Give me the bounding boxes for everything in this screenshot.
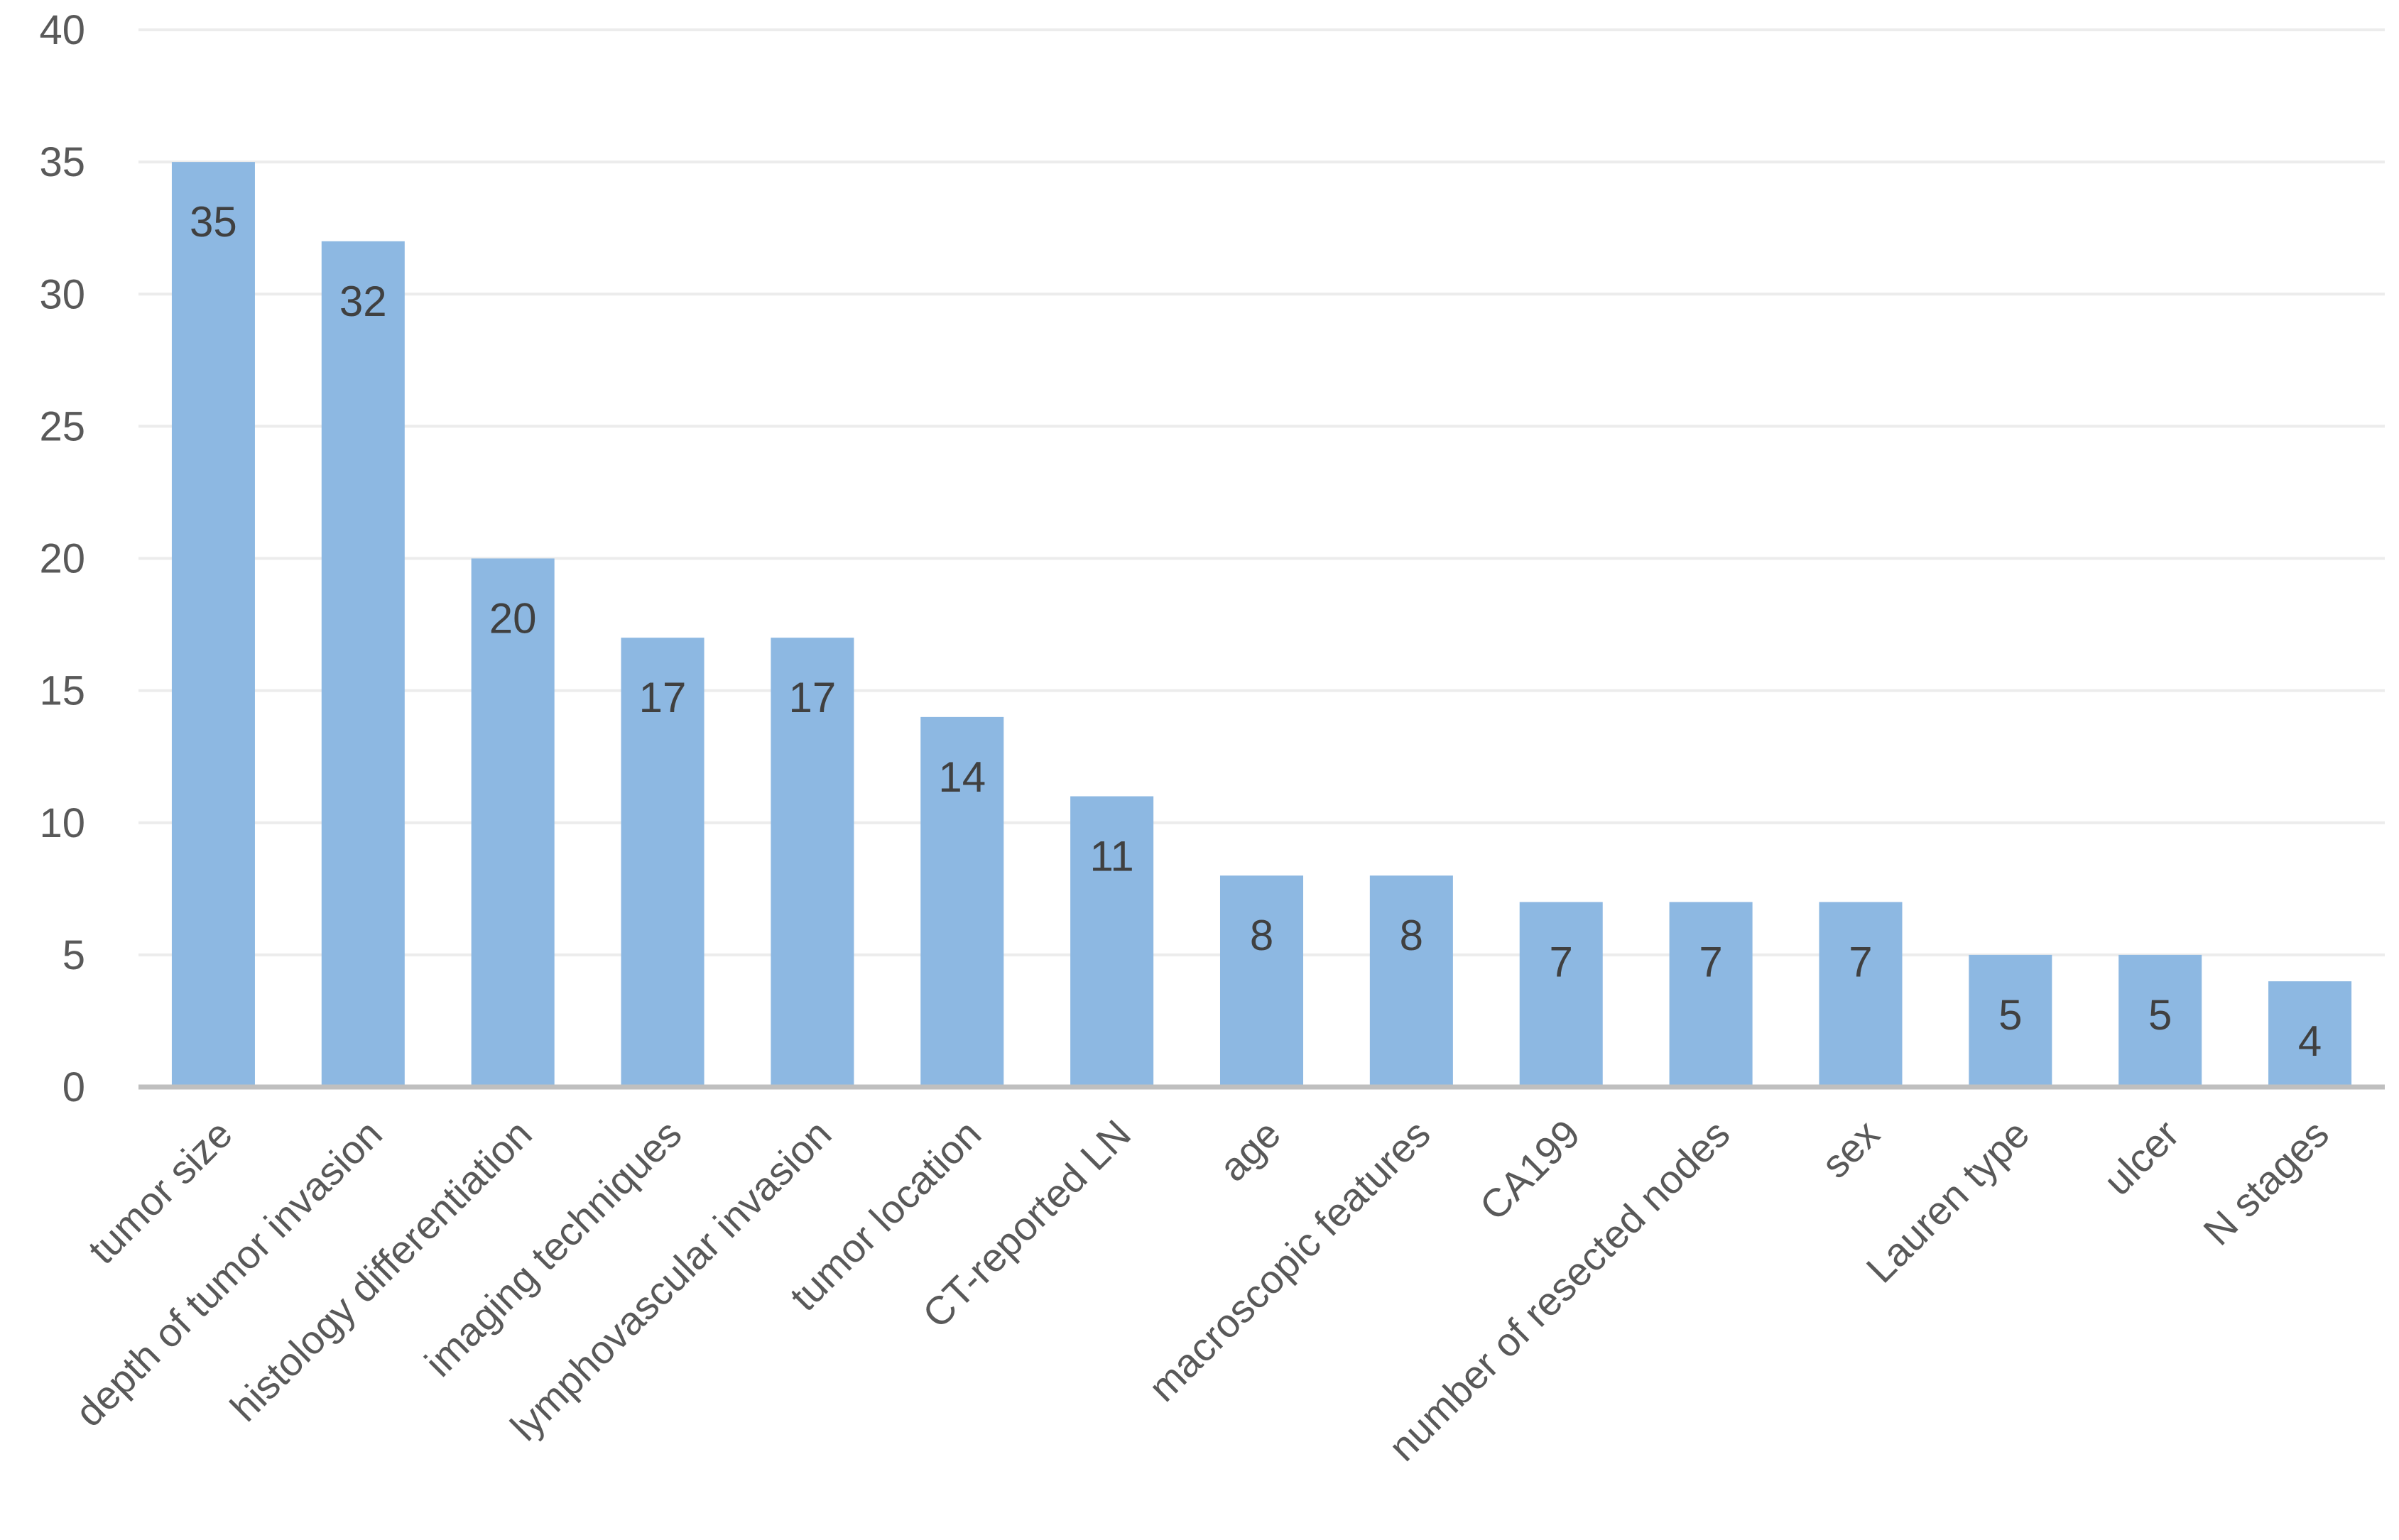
data-label: 17 [639, 674, 687, 721]
y-tick-label: 35 [39, 139, 85, 185]
x-tick-label: age [1210, 1111, 1289, 1190]
bar [1819, 902, 1903, 1087]
y-tick-label: 25 [39, 403, 85, 449]
bar [2268, 981, 2352, 1087]
x-tick-label: CA199 [1471, 1111, 1589, 1229]
x-tick-label: ulcer [2095, 1111, 2187, 1203]
y-axis-ticks: 0 5 10 15 20 25 30 35 40 [39, 7, 85, 1110]
data-label: 5 [2148, 991, 2172, 1039]
bar [1669, 902, 1753, 1087]
data-labels: 35 32 20 17 17 14 11 8 8 7 7 7 5 5 4 [190, 198, 2322, 1065]
y-tick-label: 15 [39, 668, 85, 714]
x-tick-label: N stages [2194, 1111, 2337, 1254]
data-label: 20 [489, 595, 537, 643]
bar [1219, 875, 1304, 1087]
x-tick-label: Lauren type [1858, 1111, 2038, 1291]
bar [1969, 954, 2052, 1087]
data-label: 17 [789, 674, 837, 721]
x-tick-label: sex [1812, 1111, 1888, 1186]
data-label: 8 [1400, 912, 1423, 959]
y-tick-label: 20 [39, 536, 85, 582]
data-label: 8 [1250, 912, 1273, 959]
data-label: 5 [1998, 991, 2022, 1039]
data-label: 7 [1849, 938, 1872, 985]
data-label: 35 [190, 198, 237, 246]
data-label: 14 [938, 753, 986, 801]
y-tick-label: 5 [62, 932, 85, 978]
bar [621, 638, 705, 1087]
x-tick-label: histology differentiation [222, 1111, 540, 1430]
bar [1519, 902, 1603, 1087]
bar [321, 241, 405, 1087]
bar [771, 638, 854, 1087]
y-tick-label: 10 [39, 800, 85, 846]
x-tick-label: depth of tumor invasion [67, 1111, 391, 1435]
x-tick-label: imaging techniques [416, 1111, 690, 1385]
data-label: 7 [1699, 938, 1722, 985]
y-tick-label: 30 [39, 271, 85, 317]
bar [920, 716, 1004, 1087]
data-label: 4 [2298, 1017, 2322, 1065]
x-tick-label: tumor size [80, 1111, 241, 1272]
bar [2118, 954, 2202, 1087]
bars [171, 162, 2352, 1087]
y-tick-label: 40 [39, 7, 85, 53]
bar [1369, 875, 1453, 1087]
bar [171, 162, 255, 1087]
bar [471, 558, 555, 1087]
data-label: 11 [1089, 833, 1133, 880]
data-label: 7 [1550, 938, 1573, 985]
x-tick-label: macroscopic features [1140, 1111, 1439, 1410]
y-tick-label: 0 [62, 1064, 85, 1110]
data-label: 32 [339, 278, 387, 325]
bar [1070, 796, 1154, 1087]
